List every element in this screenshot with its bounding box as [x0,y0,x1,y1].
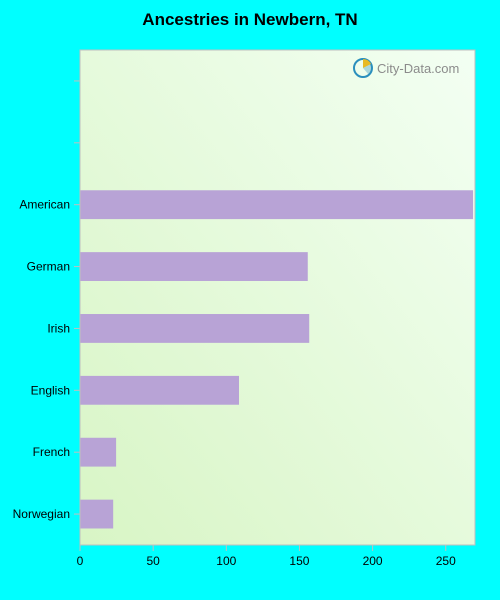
x-tick-label: 100 [216,554,236,568]
bar [81,376,239,404]
x-tick-label: 150 [289,554,309,568]
watermark-text: City-Data.com [377,61,459,76]
y-tick-label: Irish [47,321,70,335]
plot-area [80,50,475,545]
bar [81,253,308,281]
ancestry-bar-chart: Ancestries in Newbern, TN 0 50 100 150 200 250… [0,0,500,600]
x-tick-label: 50 [146,554,160,568]
bar [81,191,473,219]
x-tick-label: 0 [77,554,84,568]
bar [81,500,113,528]
y-tick-label: German [27,260,70,274]
bar [81,438,116,466]
bar [81,315,309,343]
y-tick-label: English [31,383,70,397]
page-root: Ancestries in Newbern, TN 0 50 100 150 200 250… [0,0,500,600]
x-tick-label: 250 [436,554,456,568]
y-tick-label: French [33,445,70,459]
y-tick-label: Norwegian [13,507,70,521]
y-tick-label: American [19,198,70,212]
chart-title: Ancestries in Newbern, TN [142,10,357,29]
watermark: City-Data.com [354,59,459,77]
x-tick-label: 200 [363,554,383,568]
